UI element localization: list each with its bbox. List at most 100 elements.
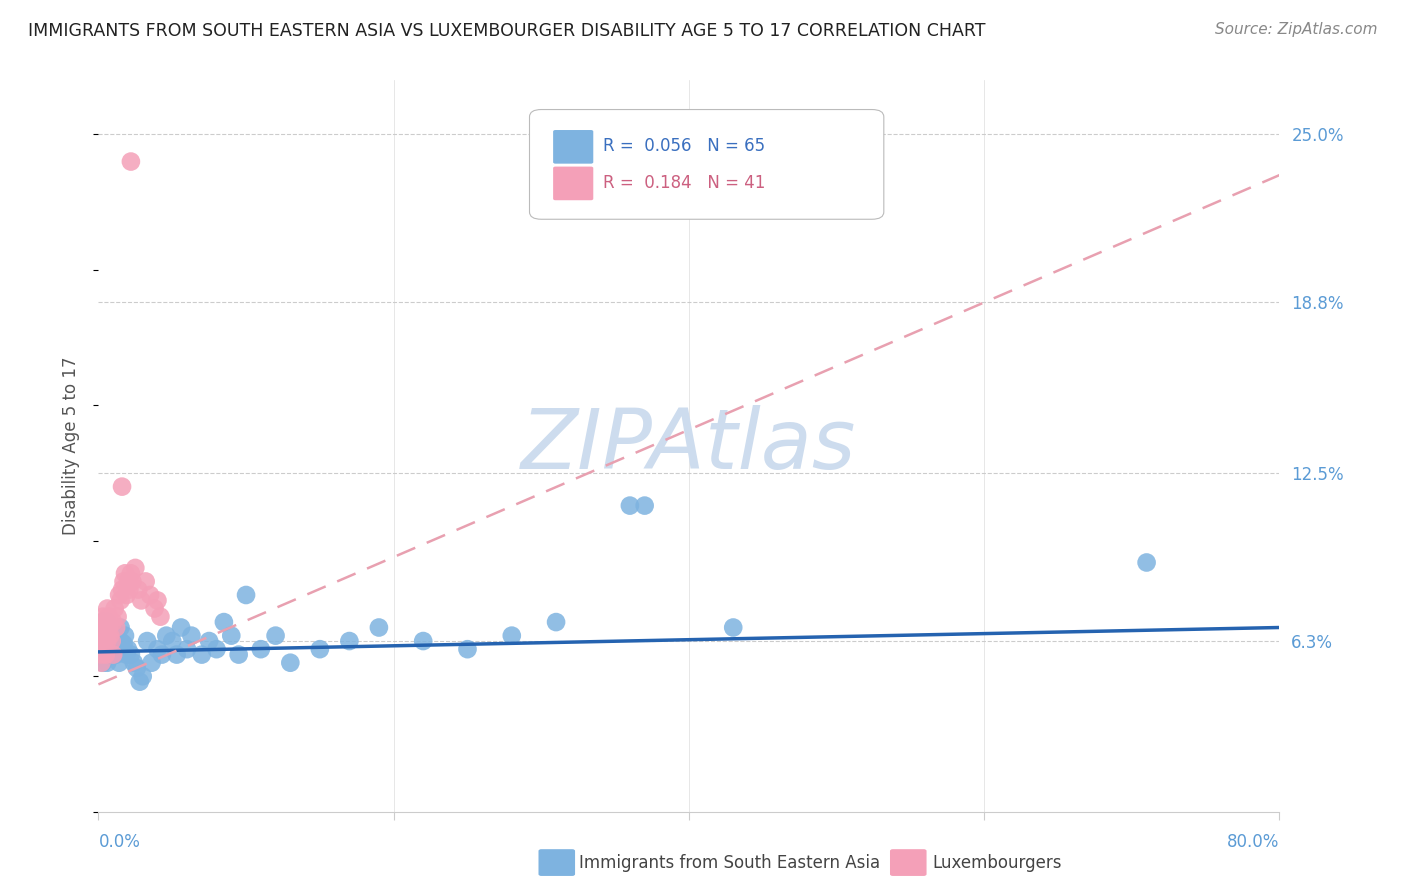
Point (112, 574, 135, 589)
Point (108, 656, 131, 670)
Point (90, 615, 112, 629)
Point (111, 642, 134, 657)
Point (103, 615, 125, 629)
Point (219, 629, 242, 643)
Point (111, 582, 134, 597)
Point (124, 561, 146, 575)
Point (90, 656, 112, 670)
Point (132, 669, 155, 683)
Point (129, 593, 152, 607)
Point (100, 648, 122, 662)
Point (205, 642, 228, 657)
Point (90, 648, 112, 662)
Point (546, 615, 568, 629)
Point (723, 620, 745, 634)
Point (96, 601, 118, 615)
Point (309, 642, 332, 657)
Point (117, 642, 139, 657)
Point (103, 648, 125, 662)
Point (107, 642, 129, 657)
Point (103, 620, 125, 634)
Point (105, 629, 128, 643)
Text: R =  0.056   N = 65: R = 0.056 N = 65 (603, 137, 765, 155)
Point (94, 648, 117, 662)
Text: 80.0%: 80.0% (1227, 833, 1279, 851)
Point (139, 588, 162, 602)
Point (112, 637, 135, 651)
Point (141, 656, 163, 670)
Point (135, 574, 157, 589)
Point (149, 609, 172, 624)
Point (108, 588, 131, 602)
Point (93, 642, 115, 657)
Point (90, 620, 112, 634)
Point (128, 674, 150, 689)
Point (110, 634, 132, 648)
Point (120, 566, 142, 581)
Point (104, 601, 127, 615)
Text: Immigrants from South Eastern Asia: Immigrants from South Eastern Asia (579, 854, 880, 871)
Point (91, 656, 114, 670)
Point (127, 582, 149, 597)
Point (176, 642, 198, 657)
Point (96, 615, 118, 629)
Point (110, 620, 132, 634)
Text: Luxembourgers: Luxembourgers (932, 854, 1062, 871)
Point (150, 648, 173, 662)
Point (191, 648, 214, 662)
Point (91, 609, 114, 624)
Text: R =  0.184   N = 41: R = 0.184 N = 41 (603, 174, 765, 192)
Point (170, 620, 193, 634)
Point (136, 634, 159, 648)
Point (146, 593, 169, 607)
Point (143, 601, 166, 615)
Point (100, 634, 122, 648)
Point (180, 629, 202, 643)
Point (98, 629, 121, 643)
Point (97, 609, 120, 624)
Point (339, 634, 360, 648)
Point (97, 620, 120, 634)
FancyBboxPatch shape (530, 110, 884, 219)
Point (93, 648, 115, 662)
Point (103, 634, 125, 648)
Point (91, 634, 114, 648)
Point (98, 629, 121, 643)
Point (94, 629, 117, 643)
Point (111, 480, 134, 494)
Point (235, 588, 257, 602)
Point (91, 615, 114, 629)
Point (89, 634, 111, 648)
Point (212, 615, 235, 629)
Point (198, 634, 221, 648)
Point (264, 629, 287, 643)
Point (96, 656, 118, 670)
Y-axis label: Disability Age 5 to 17: Disability Age 5 to 17 (62, 357, 80, 535)
Point (412, 634, 434, 648)
Point (1135, 556, 1157, 570)
Point (114, 629, 136, 643)
Text: 0.0%: 0.0% (98, 833, 141, 851)
Point (97, 620, 120, 634)
Point (122, 656, 145, 670)
FancyBboxPatch shape (553, 130, 593, 163)
Point (115, 648, 138, 662)
Point (633, 499, 655, 513)
Point (98, 642, 121, 657)
Point (619, 499, 641, 513)
Point (115, 588, 138, 602)
Point (146, 642, 169, 657)
Point (110, 593, 132, 607)
Point (125, 661, 148, 675)
Point (155, 629, 177, 643)
Point (90, 648, 112, 662)
Point (105, 648, 128, 662)
Point (93, 637, 115, 651)
Point (89, 629, 111, 643)
Point (121, 574, 143, 589)
Point (501, 629, 523, 643)
Point (456, 642, 478, 657)
Point (91, 620, 114, 634)
Point (96, 634, 118, 648)
Text: ZIPAtlas: ZIPAtlas (522, 406, 856, 486)
